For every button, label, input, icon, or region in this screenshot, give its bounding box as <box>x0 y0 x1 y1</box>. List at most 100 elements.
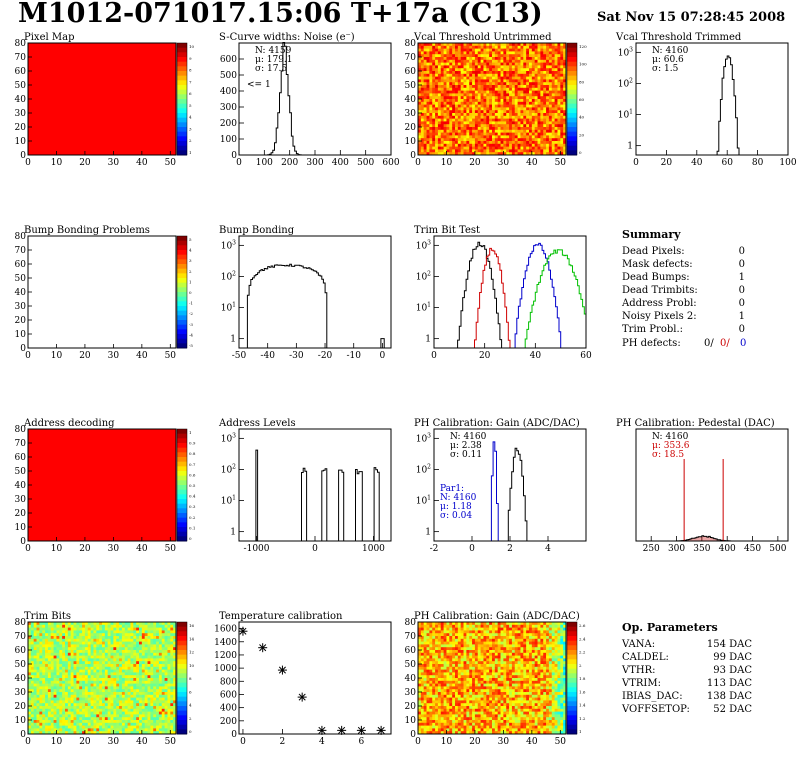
heatmap-cell <box>67 622 72 626</box>
heatmap-cell <box>543 65 547 69</box>
heatmap-cell <box>526 110 530 114</box>
heatmap-cell <box>523 48 527 52</box>
heatmap-cell <box>116 627 120 631</box>
panel-title: Bump Bonding Problems <box>24 225 150 236</box>
heatmap-cell <box>534 135 538 139</box>
heatmap-cell <box>150 633 154 637</box>
heatmap-cell <box>50 692 55 696</box>
heatmap-cell <box>509 107 513 111</box>
heatmap-cell <box>511 110 516 114</box>
heatmap-cell <box>466 45 470 49</box>
heatmap-cell <box>30 624 35 628</box>
heatmap-cell <box>480 118 484 122</box>
heatmap-cell <box>483 115 487 119</box>
heatmap-cell <box>150 641 154 645</box>
heatmap-cell <box>509 87 513 91</box>
heatmap-cell <box>551 132 556 136</box>
heatmap-cell <box>67 652 72 656</box>
heatmap-cell <box>551 76 556 80</box>
heatmap-cell <box>136 714 140 718</box>
heatmap-cell <box>494 57 499 61</box>
heatmap-cell <box>47 666 52 670</box>
heatmap-cell <box>33 630 37 634</box>
heatmap-cell <box>435 51 439 55</box>
heatmap-cell <box>153 666 157 670</box>
heatmap-cell <box>53 661 57 665</box>
heatmap-cell <box>124 669 129 673</box>
heatmap-cell <box>50 633 55 637</box>
heatmap-cell <box>45 622 49 626</box>
heatmap-cell <box>474 107 479 111</box>
heatmap-cell <box>36 686 40 690</box>
heatmap-cell <box>53 694 57 698</box>
heatmap-cell <box>537 99 541 103</box>
heatmap-cell <box>65 636 69 640</box>
heatmap-cell <box>472 96 476 100</box>
heatmap-cell <box>161 703 166 707</box>
heatmap-cell <box>84 638 89 642</box>
heatmap-cell <box>130 706 134 710</box>
heatmap-cell <box>474 129 479 133</box>
heatmap-cell <box>523 138 527 142</box>
heatmap-cell <box>418 113 422 117</box>
heatmap-cell <box>483 121 487 125</box>
heatmap-cell <box>33 633 37 637</box>
heatmap-cell <box>557 104 561 108</box>
heatmap-cell <box>67 706 72 710</box>
heatmap-cell <box>492 79 496 83</box>
heatmap-cell <box>59 720 63 724</box>
heatmap-cell <box>102 714 106 718</box>
heatmap-cell <box>107 675 111 679</box>
heatmap-cell <box>124 633 129 637</box>
summary-title: Summary <box>622 228 681 241</box>
heatmap-cell <box>161 680 166 684</box>
colorbar-frame <box>176 42 188 156</box>
heatmap-cell <box>503 118 507 122</box>
heatmap-cell <box>136 658 140 662</box>
heatmap-cell <box>42 664 46 668</box>
heatmap-cell <box>418 127 422 131</box>
heatmap-cell <box>28 689 32 693</box>
heatmap-cell <box>82 666 86 670</box>
heatmap-cell <box>443 113 447 117</box>
heatmap-cell <box>423 689 427 693</box>
heatmap-cell <box>548 96 553 100</box>
heatmap-cell <box>509 99 513 103</box>
colorbar-swatch <box>177 706 187 712</box>
heatmap-cell <box>546 96 550 100</box>
heatmap-cell <box>73 728 77 732</box>
heatmap-cell <box>472 59 476 63</box>
heatmap-cell <box>526 118 530 122</box>
heatmap-cell <box>104 624 109 628</box>
heatmap-cell <box>506 54 510 58</box>
heatmap-cell <box>418 675 422 679</box>
heatmap-cell <box>45 706 49 710</box>
heatmap-cell <box>113 680 117 684</box>
x-tick-label: 0 <box>469 544 475 554</box>
heatmap-cell <box>523 43 527 47</box>
heatmap-cell <box>121 641 126 645</box>
x-tick-label: 20 <box>79 544 91 554</box>
heatmap-cell <box>144 675 148 679</box>
colorbar-tick-label: 0.3 <box>189 504 196 509</box>
heatmap-cell <box>514 110 519 114</box>
heatmap-cell <box>483 68 487 72</box>
heatmap-cell <box>418 101 422 105</box>
heatmap-cell <box>446 43 450 47</box>
heatmap-cell <box>514 76 519 80</box>
heatmap-cell <box>170 697 174 701</box>
heatmap-cell <box>420 48 425 52</box>
heatmap-cell <box>116 664 120 668</box>
heatmap-cell <box>523 113 527 117</box>
heatmap-cell <box>506 76 510 80</box>
colorbar-swatch <box>177 485 187 491</box>
heatmap-cell <box>426 680 430 684</box>
heatmap-cell <box>116 641 120 645</box>
heatmap-cell <box>523 82 527 86</box>
heatmap-cell <box>56 655 60 659</box>
heatmap-cell <box>141 720 146 724</box>
heatmap-cell <box>554 127 558 131</box>
heatmap-cell <box>96 714 100 718</box>
heatmap-cell <box>67 725 72 729</box>
